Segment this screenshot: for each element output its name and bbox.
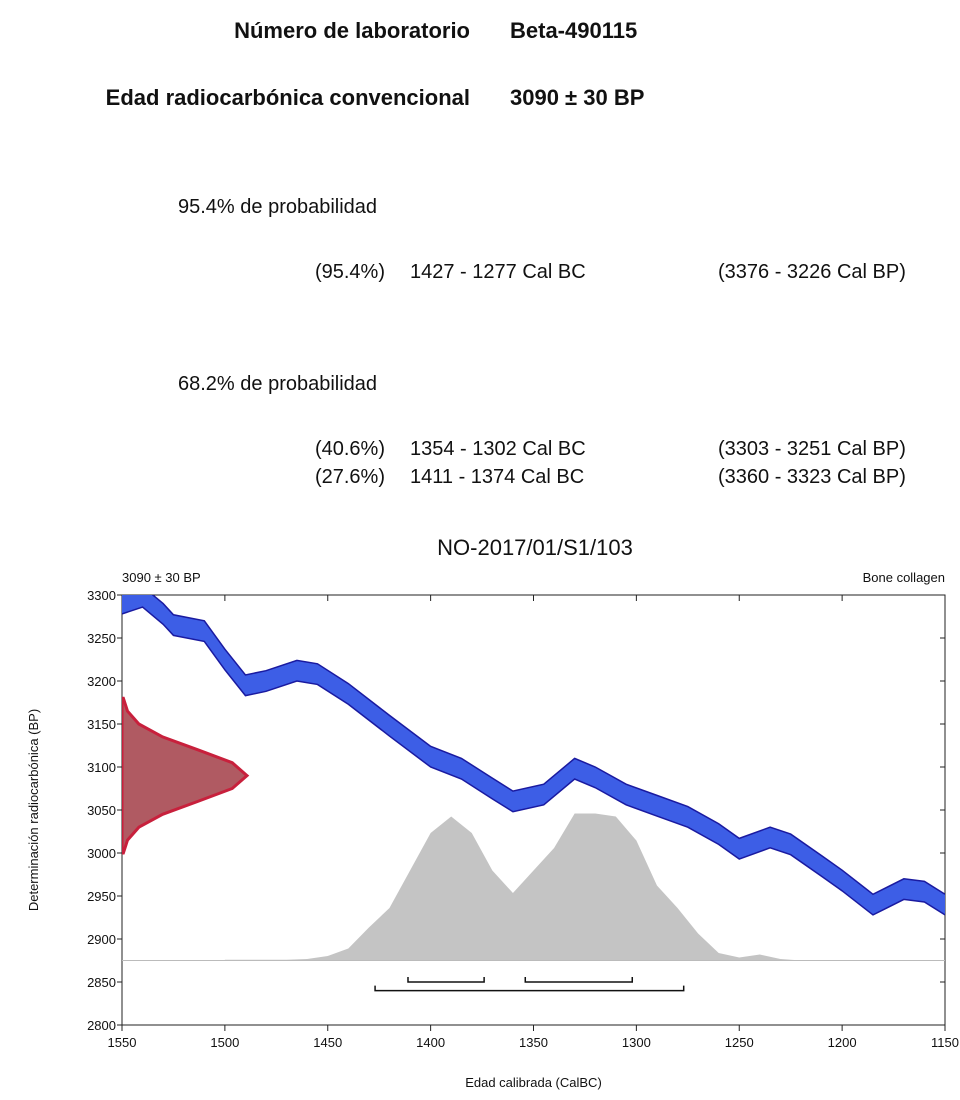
lab-label: Número de laboratorio xyxy=(234,18,470,43)
x-tick-label: 1500 xyxy=(210,1035,239,1050)
y-tick-label: 2850 xyxy=(87,975,116,990)
range-bar xyxy=(407,977,485,983)
row-percent: (95.4%) xyxy=(315,261,385,283)
y-tick-label: 2800 xyxy=(87,1018,116,1033)
y-axis-label: Determinación radiocarbónica (BP) xyxy=(26,709,41,911)
row-cal-bp: (3303 - 3251 Cal BP) xyxy=(718,438,906,460)
chart-title: NO-2017/01/S1/103 xyxy=(437,535,633,560)
x-tick-label: 1400 xyxy=(416,1035,445,1050)
x-tick-label: 1350 xyxy=(519,1035,548,1050)
lab-value: Beta-490115 xyxy=(510,18,637,43)
y-tick-label: 3000 xyxy=(87,846,116,861)
x-tick-label: 1450 xyxy=(313,1035,342,1050)
x-tick-label: 1300 xyxy=(622,1035,651,1050)
x-tick-label: 1200 xyxy=(828,1035,857,1050)
plot-area xyxy=(122,595,945,992)
age-label: Edad radiocarbónica convencional xyxy=(106,85,470,110)
row-cal-bp: (3360 - 3323 Cal BP) xyxy=(718,466,906,488)
range-bar xyxy=(374,985,685,992)
y-tick-label: 2900 xyxy=(87,932,116,947)
y-tick-label: 3200 xyxy=(87,674,116,689)
row-cal-bc: 1427 - 1277 Cal BC xyxy=(410,261,586,283)
row-percent: (40.6%) xyxy=(315,438,385,460)
row-cal-bc: 1411 - 1374 Cal BC xyxy=(410,466,584,488)
subtitle-left: 3090 ± 30 BP xyxy=(122,570,201,585)
x-tick-label: 1250 xyxy=(725,1035,754,1050)
y-tick-label: 3300 xyxy=(87,588,116,603)
measurement-distribution xyxy=(122,696,250,855)
y-tick-label: 3250 xyxy=(87,631,116,646)
x-tick-label: 1150 xyxy=(931,1035,959,1050)
curve-lower xyxy=(122,606,945,916)
probability-title: 95.4% de probabilidad xyxy=(178,196,377,218)
x-tick-label: 1550 xyxy=(108,1035,137,1050)
calibrated-distribution xyxy=(224,813,801,961)
x-axis-label: Edad calibrada (CalBC) xyxy=(465,1075,602,1090)
range-bar xyxy=(524,977,634,983)
subtitle-right: Bone collagen xyxy=(863,570,945,585)
probability-title: 68.2% de probabilidad xyxy=(178,373,377,395)
y-tick-label: 3050 xyxy=(87,803,116,818)
curve-upper xyxy=(151,595,945,896)
curve-band xyxy=(122,595,945,915)
y-tick-label: 3150 xyxy=(87,717,116,732)
y-tick-label: 2950 xyxy=(87,889,116,904)
row-cal-bc: 1354 - 1302 Cal BC xyxy=(410,438,586,460)
row-cal-bp: (3376 - 3226 Cal BP) xyxy=(718,261,906,283)
row-percent: (27.6%) xyxy=(315,466,385,488)
y-tick-label: 3100 xyxy=(87,760,116,775)
age-value: 3090 ± 30 BP xyxy=(510,85,644,110)
